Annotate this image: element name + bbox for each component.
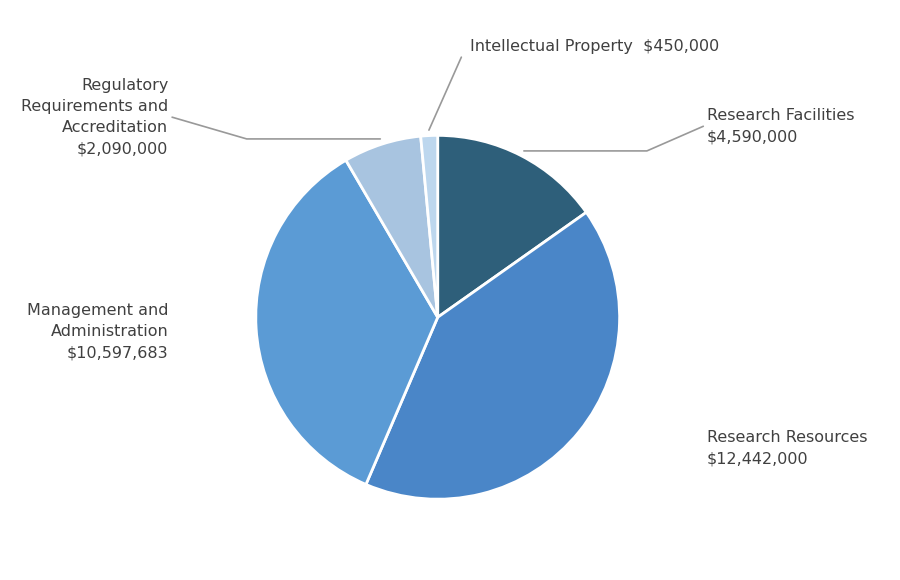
Text: Management and
Administration
$10,597,683: Management and Administration $10,597,68… [27, 303, 168, 360]
Wedge shape [420, 135, 437, 317]
Text: Research Facilities
$4,590,000: Research Facilities $4,590,000 [706, 108, 854, 144]
Wedge shape [437, 135, 586, 317]
Text: Research Resources
$12,442,000: Research Resources $12,442,000 [706, 430, 868, 466]
Wedge shape [366, 212, 619, 499]
Wedge shape [346, 136, 437, 317]
Text: Regulatory
Requirements and
Accreditation
$2,090,000: Regulatory Requirements and Accreditatio… [22, 78, 168, 156]
Wedge shape [256, 160, 437, 484]
Text: Intellectual Property  $450,000: Intellectual Property $450,000 [471, 38, 720, 53]
